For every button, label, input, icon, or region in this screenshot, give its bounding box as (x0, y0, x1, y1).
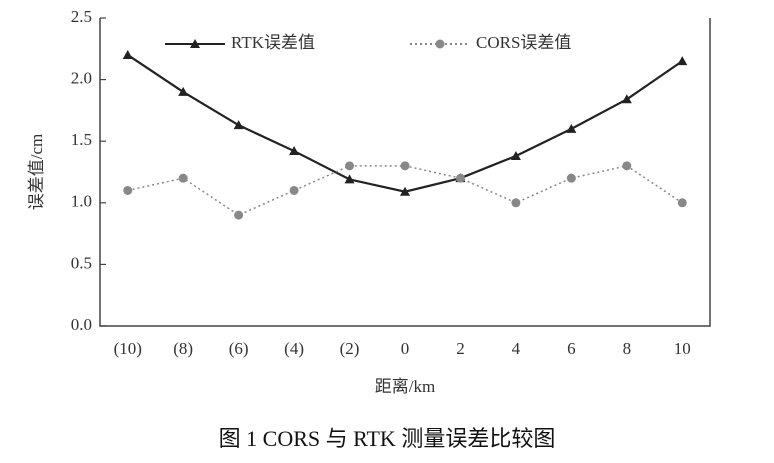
data-point (510, 150, 521, 160)
x-tick-label: 6 (567, 339, 576, 358)
data-point (400, 186, 410, 196)
legend-label: CORS误差值 (476, 33, 571, 52)
legend-label: RTK误差值 (231, 33, 315, 52)
x-tick-label: (4) (284, 339, 304, 358)
data-point (455, 173, 465, 183)
data-point (677, 198, 687, 208)
x-tick-label: (6) (229, 339, 249, 358)
data-point (677, 56, 688, 66)
x-tick-label: (8) (173, 339, 193, 358)
y-tick-label: 2.0 (71, 69, 92, 88)
x-tick-label: (2) (340, 339, 360, 358)
x-tick-label: 4 (512, 339, 521, 358)
x-tick-label: (10) (114, 339, 142, 358)
data-point (178, 86, 189, 96)
data-point (566, 123, 577, 133)
legend-marker (435, 39, 445, 49)
y-tick-label: 0.0 (71, 315, 92, 334)
x-tick-label: 10 (674, 339, 691, 358)
legend-marker (190, 39, 200, 48)
data-point (289, 185, 299, 195)
data-point (345, 161, 355, 171)
data-point (344, 174, 355, 184)
axis-frame (99, 18, 711, 327)
y-tick-label: 0.5 (71, 253, 92, 272)
data-point (233, 120, 244, 130)
data-point (123, 185, 133, 195)
y-tick-label: 2.5 (71, 7, 92, 26)
series-line (127, 54, 683, 193)
x-tick-label: 2 (456, 339, 465, 358)
data-point (122, 49, 133, 59)
data-point (289, 146, 300, 156)
data-point (511, 198, 521, 208)
data-point (400, 161, 410, 171)
x-axis-label: 距离/km (375, 377, 435, 396)
y-axis-label: 误差值/cm (27, 134, 46, 211)
data-point (178, 173, 188, 183)
y-tick-label: 1.5 (71, 130, 92, 149)
caption: 图 1 CORS 与 RTK 测量误差比较图 (219, 426, 556, 451)
data-point (622, 161, 632, 171)
data-point (566, 173, 576, 183)
data-point (621, 94, 632, 104)
data-point (234, 210, 244, 220)
x-tick-label: 8 (623, 339, 632, 358)
x-tick-label: 0 (401, 339, 410, 358)
y-tick-label: 1.0 (71, 192, 92, 211)
